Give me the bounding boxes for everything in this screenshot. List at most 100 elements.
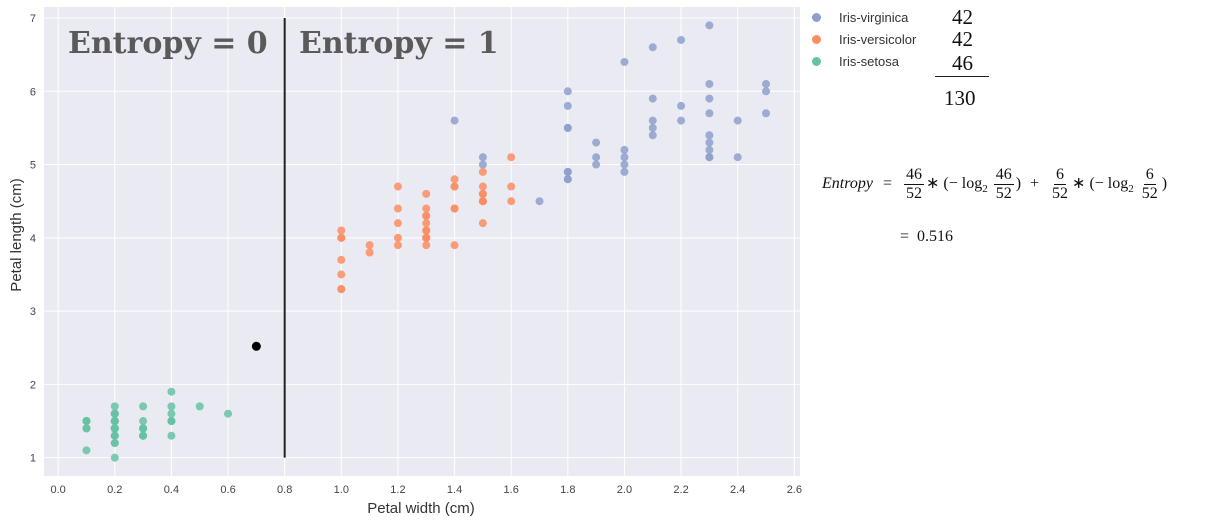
paren-close: ) (1161, 175, 1168, 193)
y-tick-label: 6 (30, 86, 36, 98)
sum-rule (935, 76, 989, 77)
fraction-1: 46 52 (903, 166, 924, 203)
frac-num: 46 (903, 166, 924, 185)
point-iris-versicolor (393, 241, 402, 250)
legend-label: Iris-versicolor (839, 31, 917, 47)
point-iris-versicolor (422, 211, 431, 220)
point-iris-versicolor (337, 270, 346, 279)
point-iris-setosa (110, 439, 119, 448)
point-iris-setosa (139, 417, 148, 426)
frac-num: 6 (1054, 166, 1067, 185)
point-iris-versicolor (365, 248, 374, 257)
legend-marker-versicolor (812, 34, 821, 44)
log-base: 2 (982, 183, 988, 196)
point-iris-virginica (563, 87, 572, 96)
x-tick-label: 0.0 (51, 484, 66, 496)
plot-background (44, 7, 800, 476)
point-iris-versicolor (507, 182, 516, 191)
frac-num: 46 (993, 166, 1014, 185)
point-iris-virginica (478, 160, 487, 169)
point-iris-virginica (648, 94, 657, 103)
point-iris-setosa (139, 424, 148, 433)
point-iris-setosa (167, 409, 176, 418)
legend-marker-setosa (812, 56, 821, 66)
point-iris-versicolor (507, 153, 516, 162)
point-iris-setosa (110, 453, 119, 462)
fraction-inner-1: 46 52 (993, 166, 1014, 203)
point-iris-virginica (705, 109, 714, 118)
region-label-right: Entropy = 1 (299, 26, 499, 61)
point-iris-virginica (762, 109, 771, 118)
x-tick-label: 0.6 (220, 484, 235, 496)
point-iris-versicolor (393, 182, 402, 191)
point-iris-virginica (592, 153, 601, 162)
point-iris-setosa (167, 402, 176, 411)
point-iris-virginica (705, 79, 714, 88)
legend-label: Iris-virginica (839, 9, 909, 25)
result-value: 0.516 (917, 228, 954, 245)
point-iris-virginica (450, 116, 459, 125)
region-label-left: Entropy = 0 (68, 26, 268, 61)
x-tick-label: 2.4 (730, 484, 745, 496)
frac-den: 52 (905, 185, 922, 202)
point-iris-versicolor (422, 233, 431, 242)
x-tick-labels: 0.0 0.2 0.4 0.6 0.8 1.0 1.2 1.4 1.6 1.8 2.0 2.2 2.4 2… (51, 484, 802, 496)
point-iris-virginica (733, 153, 742, 162)
point-iris-virginica (705, 145, 714, 154)
y-tick-label: 2 (30, 379, 36, 391)
formula-plus: + (1030, 175, 1040, 193)
formula-lhs: Entropy (822, 175, 873, 193)
point-iris-versicolor (337, 285, 346, 294)
point-iris-virginica (563, 175, 572, 184)
log-open: ∗ (− log (1072, 175, 1129, 193)
legend-item-setosa: Iris-setosa (812, 50, 916, 72)
legend-marker-virginica (812, 12, 821, 22)
count-versicolor: 42 (952, 27, 973, 51)
frac-den: 52 (1052, 185, 1069, 202)
point-iris-virginica (563, 101, 572, 110)
grid-lines (44, 7, 800, 476)
point-iris-virginica (677, 101, 686, 110)
point-iris-virginica (620, 167, 629, 176)
x-tick-label: 1.0 (334, 484, 349, 496)
x-tick-label: 2.6 (787, 484, 802, 496)
point-iris-setosa (224, 409, 233, 418)
point-iris-virginica (705, 153, 714, 162)
frac-num: 6 (1143, 166, 1156, 185)
fraction-2: 6 52 (1050, 166, 1070, 203)
x-tick-label: 0.8 (277, 484, 292, 496)
log-base: 2 (1128, 183, 1134, 196)
point-iris-versicolor (422, 204, 431, 213)
entropy-formula: Entropy = 46 52 ∗ (− log2 46 52) + 6 52 ∗ (− … (822, 166, 1167, 203)
point-iris-setosa (110, 409, 119, 418)
scatter-chart: 0.0 0.2 0.4 0.6 0.8 1.0 1.2 1.4 1.6 1.8 2.0 2.2 2.4 2… (8, 7, 802, 517)
x-tick-label: 1.8 (560, 484, 575, 496)
point-iris-virginica (648, 43, 657, 52)
point-iris-setosa (110, 402, 119, 411)
point-iris-virginica (705, 138, 714, 147)
point-iris-virginica (563, 167, 572, 176)
legend: Iris-virginica Iris-versicolor Iris-seto… (812, 6, 916, 72)
y-tick-label: 5 (30, 160, 36, 172)
point-iris-virginica (762, 87, 771, 96)
y-tick-label: 4 (30, 233, 36, 245)
entropy-result: = 0.516 (900, 228, 953, 246)
y-tick-label: 1 (30, 453, 36, 465)
point-iris-virginica (648, 123, 657, 132)
point-iris-versicolor (507, 197, 516, 206)
highlight-point (251, 341, 261, 351)
point-iris-virginica (620, 160, 629, 169)
x-tick-label: 1.4 (447, 484, 462, 496)
legend-item-versicolor: Iris-versicolor (812, 28, 916, 50)
point-iris-virginica (592, 138, 601, 147)
point-iris-versicolor (478, 189, 487, 198)
x-tick-label: 1.6 (504, 484, 519, 496)
paren-close: ) (1015, 175, 1022, 193)
point-iris-setosa (167, 417, 176, 426)
point-iris-versicolor (393, 233, 402, 242)
x-axis-label: Petal width (cm) (367, 500, 475, 517)
log-open: ∗ (− log (925, 175, 983, 193)
x-tick-label: 1.2 (390, 484, 405, 496)
point-iris-virginica (705, 94, 714, 103)
point-iris-versicolor (422, 189, 431, 198)
